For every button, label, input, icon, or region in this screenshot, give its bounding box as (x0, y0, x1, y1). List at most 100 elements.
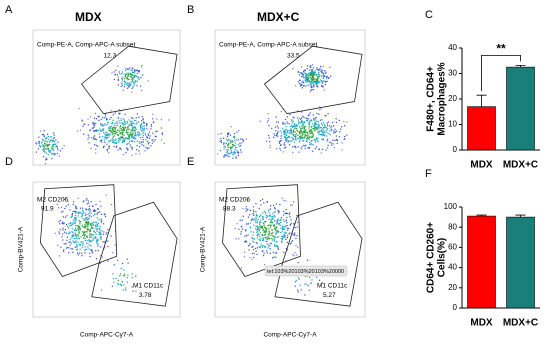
event-dot (297, 262, 299, 264)
event-dot (45, 159, 47, 161)
event-dot (323, 123, 326, 125)
event-dot (103, 124, 105, 127)
event-dot (294, 145, 296, 147)
event-dot (301, 136, 303, 138)
event-dot (306, 137, 308, 139)
event-dot (231, 146, 233, 148)
event-dot (57, 141, 59, 143)
event-dot (321, 126, 323, 128)
event-dot (65, 223, 68, 226)
event-dot (285, 134, 288, 136)
event-dot (115, 278, 117, 280)
event-dot (294, 138, 297, 141)
event-dot (319, 127, 321, 129)
event-dot (107, 260, 109, 262)
event-dot (53, 141, 56, 143)
event-dot (242, 207, 244, 210)
event-dot (273, 204, 275, 207)
event-dot (321, 134, 323, 136)
event-dot (321, 72, 323, 74)
event-dot (262, 244, 264, 247)
event-dot (305, 144, 307, 146)
event-dot (84, 249, 86, 251)
event-dot (73, 237, 75, 240)
event-dot (91, 252, 94, 254)
event-dot (297, 81, 300, 83)
event-dot (79, 211, 82, 214)
event-dot (303, 144, 305, 146)
event-dot (139, 126, 142, 128)
event-dot (295, 124, 297, 126)
event-dot (310, 66, 312, 69)
event-dot (264, 227, 266, 230)
event-dot (123, 119, 126, 121)
event-dot (251, 237, 253, 239)
event-dot (245, 230, 247, 232)
event-dot (104, 136, 106, 138)
event-dot (253, 252, 255, 254)
event-cloud (216, 64, 348, 159)
event-dot (151, 118, 154, 120)
event-dot (151, 139, 154, 141)
event-dot (293, 130, 295, 132)
event-dot (235, 157, 237, 159)
event-dot (72, 223, 75, 225)
event-dot (293, 234, 295, 237)
event-dot (282, 214, 285, 216)
event-dot (322, 139, 324, 141)
event-dot (125, 127, 127, 129)
event-dot (84, 240, 87, 242)
event-dot (84, 217, 87, 219)
event-dot (223, 148, 225, 150)
error-bar (515, 64, 526, 68)
event-dot (281, 241, 283, 243)
event-dot (224, 147, 227, 149)
event-dot (62, 221, 64, 223)
event-dot (75, 233, 77, 236)
event-dot (95, 122, 97, 125)
event-dot (285, 260, 287, 262)
event-dot (108, 140, 110, 142)
event-dot (324, 72, 326, 75)
event-dot (123, 77, 126, 80)
event-dot (128, 137, 130, 139)
event-dot (288, 123, 290, 125)
event-dot (135, 128, 137, 130)
event-dot (310, 282, 313, 284)
event-dot (235, 139, 237, 141)
event-dot (270, 242, 273, 245)
event-dot (317, 120, 319, 123)
event-dot (87, 213, 89, 215)
event-dot (313, 80, 315, 83)
event-dot (257, 234, 259, 237)
event-dot (333, 125, 335, 127)
event-dot (309, 77, 311, 79)
event-dot (58, 255, 61, 257)
event-dot (133, 127, 135, 129)
event-dot (271, 127, 273, 129)
event-dot (106, 232, 108, 234)
panel-letter: E (187, 156, 194, 168)
event-dot (48, 151, 50, 153)
event-dot (80, 129, 82, 131)
event-dot (87, 226, 89, 228)
event-dot (293, 125, 295, 127)
event-dot (110, 203, 113, 206)
event-dot (101, 139, 103, 141)
event-dot (47, 141, 49, 143)
event-dot (317, 82, 319, 84)
event-dot (113, 131, 115, 133)
event-dot (125, 83, 128, 85)
event-dot (306, 65, 309, 67)
event-dot (86, 236, 88, 238)
event-dot (300, 128, 302, 130)
event-dot (109, 130, 111, 132)
event-dot (123, 138, 125, 140)
event-dot (57, 244, 59, 246)
event-dot (271, 257, 274, 259)
event-dot (89, 252, 91, 254)
event-dot (98, 233, 100, 235)
event-dot (281, 225, 284, 227)
event-dot (125, 77, 127, 79)
event-dot (283, 136, 286, 138)
